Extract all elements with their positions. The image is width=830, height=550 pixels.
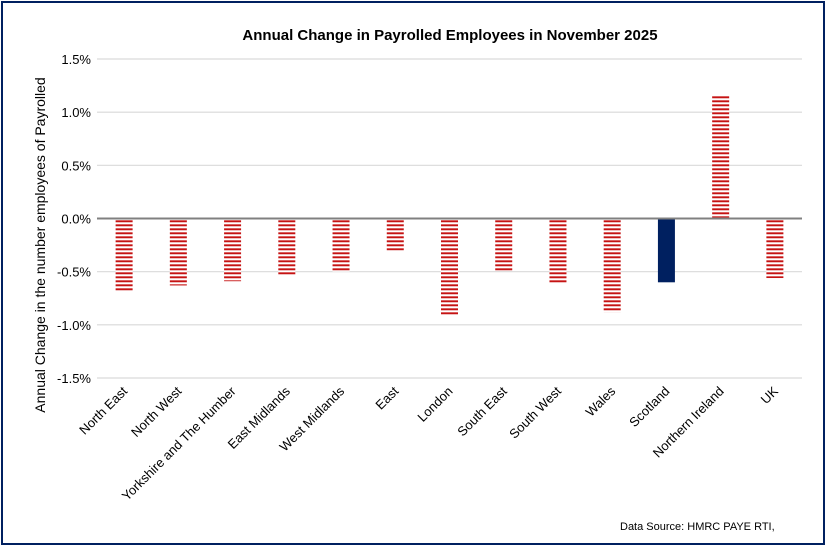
x-tick-label: East (372, 383, 401, 412)
x-tick-label: South East (454, 383, 510, 439)
y-tick-label: -1.0% (57, 318, 91, 333)
bar-scotland (657, 218, 675, 283)
x-tick-label: North West (128, 383, 185, 440)
bar-london (441, 218, 458, 316)
x-tick-label: UK (758, 383, 782, 407)
bar-west-midlands (332, 218, 350, 272)
bar-east (386, 218, 404, 251)
y-tick-label: 1.5% (61, 52, 91, 67)
x-tick-label: North East (76, 383, 130, 437)
y-tick-label: -1.5% (57, 371, 91, 386)
bar-wales (603, 218, 621, 313)
bar-east-midlands (278, 218, 296, 276)
bar-south-east (495, 218, 513, 271)
chart-title: Annual Change in Payrolled Employees in … (242, 27, 657, 44)
x-tick-label: London (414, 384, 455, 425)
y-axis-title: Annual Change in the number employees of… (32, 77, 48, 412)
data-source-note: Data Source: HMRC PAYE RTI, (620, 521, 775, 533)
x-tick-label: South West (506, 383, 564, 441)
bar-north-west (169, 218, 187, 286)
y-tick-label: 0.5% (61, 158, 91, 173)
x-tick-label: Yorkshire and The Humber (119, 383, 239, 503)
bar-south-west (549, 218, 567, 284)
x-tick-label: Wales (583, 383, 619, 419)
bar-yorkshire-and-the-humber (224, 218, 242, 282)
y-tick-label: 1.0% (61, 105, 91, 120)
bar-north-east (115, 218, 133, 291)
x-tick-label: Scotland (626, 384, 672, 430)
y-tick-label: -0.5% (57, 265, 91, 280)
y-tick-label: 0.0% (61, 212, 91, 227)
bar-northern-ireland (712, 95, 730, 219)
bar-uk (766, 218, 784, 279)
